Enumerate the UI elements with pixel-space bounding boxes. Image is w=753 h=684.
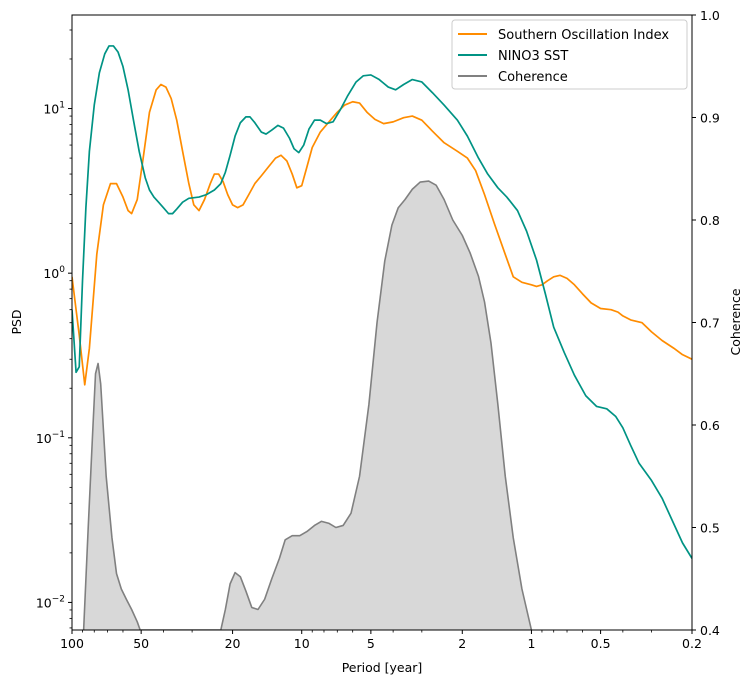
y2-axis-label: Coherence [728, 288, 743, 355]
y2-tick-label: 0.7 [700, 316, 720, 331]
legend: Southern Oscillation Index NINO3 SST Coh… [451, 19, 688, 90]
nino3-sst-line [72, 45, 692, 559]
x-tick-label: 2 [458, 636, 466, 651]
y-axis-label: PSD [9, 309, 24, 334]
y2-tick-label: 0.4 [700, 623, 720, 638]
y-tick-label: 101 [43, 101, 65, 117]
y2-tick-label: 0.5 [700, 521, 720, 536]
legend-label-coherence: Coherence [498, 70, 568, 85]
x-tick-label: 100 [60, 636, 84, 651]
y-tick-label: 10−1 [36, 430, 65, 446]
x-tick-label: 10 [294, 636, 310, 651]
coherence-line [82, 180, 533, 630]
y2-tick-label: 0.6 [700, 418, 720, 433]
x-tick-label: 5 [367, 636, 375, 651]
y-tick-label: 10−2 [36, 594, 65, 610]
coherence-area [83, 181, 532, 630]
legend-label-soi: Southern Oscillation Index [498, 28, 669, 43]
x-axis-label: Period [year] [342, 660, 423, 675]
x-tick-label: 1 [527, 636, 535, 651]
x-tick-label: 20 [225, 636, 241, 651]
x-tick-label: 0.2 [682, 636, 702, 651]
y-tick-label: 100 [43, 265, 65, 281]
x-tick-label: 0.5 [591, 636, 611, 651]
x-tick-label: 50 [133, 636, 149, 651]
y2-tick-label: 0.9 [700, 111, 720, 126]
y2-tick-label: 0.8 [700, 213, 720, 228]
y2-tick-label: 1.0 [700, 8, 720, 23]
legend-box [451, 19, 688, 90]
plot-area [72, 45, 692, 630]
legend-label-nino3: NINO3 SST [498, 49, 568, 64]
soi-line [72, 83, 692, 386]
